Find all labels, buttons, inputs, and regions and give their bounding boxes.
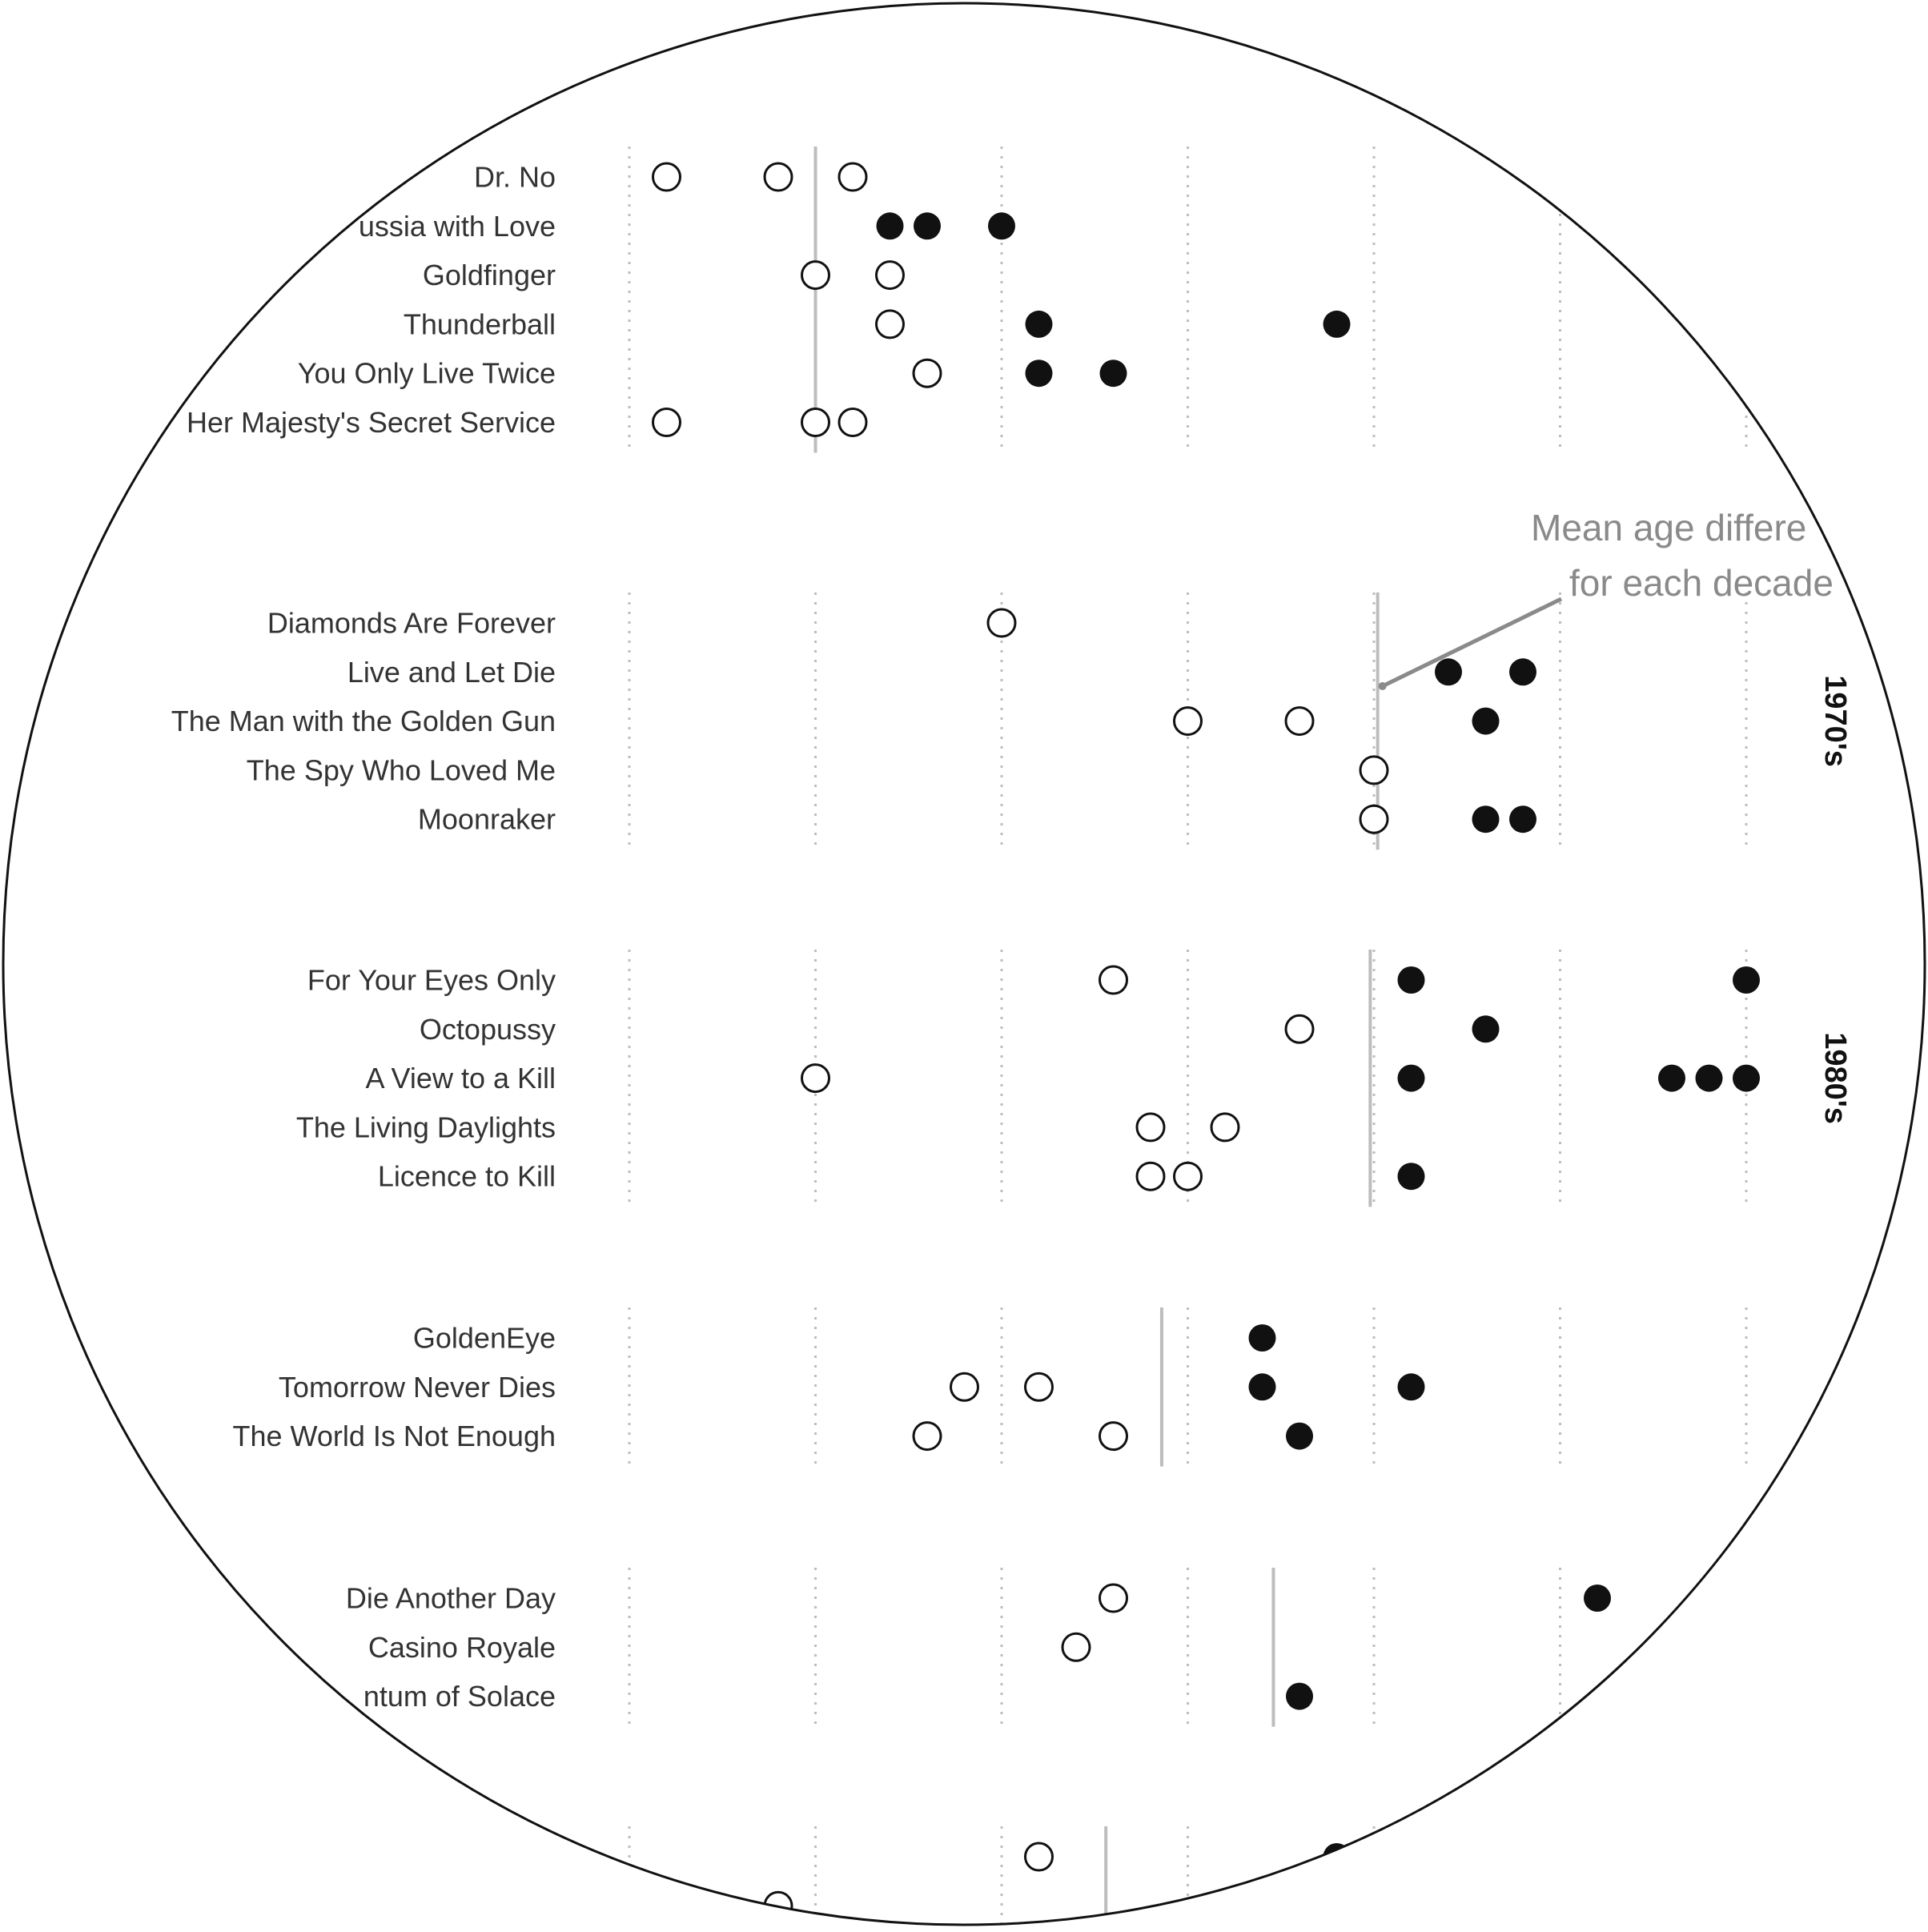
annotation-text-line-2: for each decade bbox=[1569, 562, 1834, 604]
hollow-point bbox=[912, 358, 942, 388]
filled-point bbox=[1472, 805, 1500, 833]
filled-point bbox=[1397, 1064, 1425, 1092]
hollow-point bbox=[1024, 1372, 1054, 1402]
filled-point bbox=[1695, 1064, 1723, 1092]
filled-point bbox=[1397, 1163, 1425, 1191]
film-label: The Man with the Golden Gun bbox=[171, 705, 556, 737]
film-label: Octopussy bbox=[420, 1013, 556, 1046]
film-label: For Your Eyes Only bbox=[307, 964, 556, 997]
filled-point bbox=[1025, 310, 1053, 338]
hollow-point bbox=[763, 162, 793, 192]
filled-point bbox=[1286, 1682, 1313, 1710]
hollow-point bbox=[875, 260, 905, 291]
filled-point bbox=[1248, 1324, 1276, 1352]
hollow-point bbox=[801, 260, 830, 291]
hollow-point bbox=[875, 309, 905, 339]
filled-point bbox=[1099, 359, 1127, 388]
hollow-point bbox=[1173, 706, 1203, 737]
filled-point bbox=[1509, 658, 1536, 686]
filled-point bbox=[1733, 1064, 1760, 1092]
filled-point bbox=[1323, 1843, 1351, 1870]
annotation-anchor-dot bbox=[1378, 682, 1387, 690]
hollow-point bbox=[1284, 1014, 1315, 1044]
annotation-leader-line bbox=[1381, 596, 1563, 689]
filled-point bbox=[1286, 1422, 1313, 1450]
decade-label: 1980's bbox=[1818, 1032, 1852, 1124]
filled-point bbox=[914, 212, 941, 240]
filled-point bbox=[1584, 1585, 1611, 1612]
hollow-point bbox=[1099, 965, 1128, 995]
film-label: The Spy Who Loved Me bbox=[247, 753, 556, 786]
filled-point bbox=[876, 212, 904, 240]
film-label: Diamonds Are Forever bbox=[267, 607, 556, 640]
film-label: Her Majesty's Secret Service bbox=[187, 406, 556, 439]
hollow-point bbox=[1135, 1161, 1166, 1191]
hollow-point bbox=[1135, 1112, 1166, 1143]
filled-point bbox=[988, 212, 1015, 240]
hollow-point bbox=[801, 1063, 830, 1094]
filled-point bbox=[1472, 1015, 1500, 1043]
film-label: Live and Let Die bbox=[347, 656, 556, 689]
decade-label: 1970's bbox=[1818, 675, 1852, 767]
film-label: Casino Royale bbox=[368, 1631, 556, 1664]
filled-point bbox=[1397, 966, 1425, 994]
film-label: ussia with Love bbox=[359, 210, 556, 243]
filled-point bbox=[1472, 707, 1500, 735]
hollow-point bbox=[1359, 755, 1389, 785]
hollow-point bbox=[652, 408, 681, 437]
hollow-point bbox=[1359, 804, 1389, 834]
film-label: ntum of Solace bbox=[364, 1680, 556, 1713]
filled-point bbox=[1658, 1064, 1685, 1092]
film-label: You Only Live Twice bbox=[298, 357, 556, 390]
filled-point bbox=[1509, 805, 1536, 833]
film-label: The World Is Not Enough bbox=[232, 1420, 556, 1452]
film-label: Licence to Kill bbox=[378, 1160, 556, 1193]
hollow-point bbox=[1210, 1112, 1240, 1143]
film-label: A View to a Kill bbox=[366, 1062, 556, 1095]
film-label: Tomorrow Never Dies bbox=[279, 1371, 556, 1404]
hollow-point bbox=[1284, 706, 1315, 737]
hollow-point bbox=[950, 1372, 979, 1402]
hollow-point bbox=[1024, 1842, 1054, 1872]
filled-point bbox=[1025, 359, 1053, 388]
hollow-point bbox=[1099, 1583, 1128, 1613]
filled-point bbox=[1248, 1373, 1276, 1401]
hollow-point bbox=[912, 1421, 942, 1452]
hollow-point bbox=[986, 608, 1017, 638]
hollow-point bbox=[837, 408, 868, 437]
filled-point bbox=[1397, 1373, 1425, 1401]
filled-point bbox=[1323, 310, 1351, 338]
film-label: The Living Daylights bbox=[296, 1111, 556, 1143]
hollow-point bbox=[837, 162, 868, 192]
filled-point bbox=[1435, 658, 1462, 686]
hollow-point bbox=[1099, 1421, 1128, 1452]
filled-point bbox=[1733, 966, 1760, 994]
hollow-point bbox=[801, 408, 830, 437]
plot-area: Dr. No ussia with Love Goldfinger Thunderba… bbox=[171, 147, 1852, 1925]
hollow-point bbox=[1173, 1161, 1203, 1191]
film-label: Moonraker bbox=[418, 803, 556, 836]
film-label: Goldfinger bbox=[423, 259, 556, 291]
film-label: GoldenEye bbox=[413, 1322, 556, 1355]
hollow-point bbox=[1061, 1632, 1091, 1662]
hollow-point bbox=[652, 162, 681, 192]
annotation-text-line-1: Mean age differe bbox=[1531, 507, 1806, 548]
film-label: Dr. No bbox=[474, 161, 556, 194]
film-label: Die Another Day bbox=[346, 1582, 556, 1615]
film-label: Thunderball bbox=[404, 307, 556, 340]
